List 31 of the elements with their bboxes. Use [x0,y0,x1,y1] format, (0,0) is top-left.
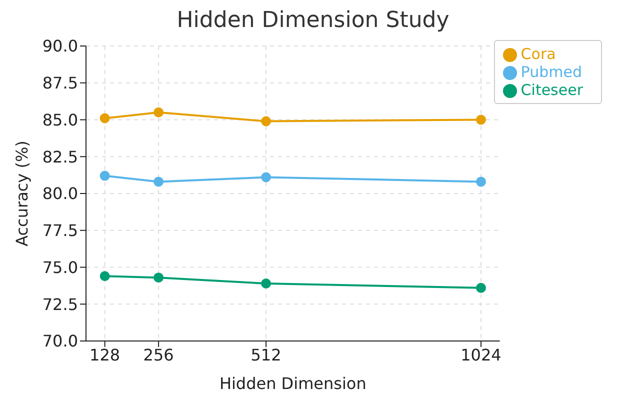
point [154,176,164,187]
y-tick-label: 77.5 [42,221,78,240]
point [261,278,272,288]
point [261,172,272,182]
y-axis-title: Accuracy (%) [12,140,32,246]
y-tick-label: 70.0 [42,332,78,351]
point [476,282,486,293]
point [154,107,164,118]
y-tick-label: 72.5 [42,294,78,314]
y-tick-label: 85.0 [42,110,78,130]
legend-label: Cora [520,45,556,63]
x-tick-label: 128 [90,345,120,364]
point [100,113,110,124]
y-tick-label: 90.0 [42,36,78,56]
y-tick-label: 82.5 [42,147,78,166]
y-tick-label: 80.0 [42,184,78,204]
point [261,116,272,126]
point [476,114,486,125]
x-tick-label: 256 [143,345,174,364]
legend-label: Citeseer [520,81,583,99]
x-tick-label: 1024 [460,345,502,364]
legend-label: Pubmed [520,63,582,81]
point [100,170,110,181]
point [154,272,164,283]
x-tick-label: 512 [250,345,282,364]
point [476,176,486,187]
y-tick-label: 87.5 [42,74,78,93]
chart-title: Hidden Dimension Study [176,8,450,35]
point [100,271,110,282]
y-tick-label: 75.0 [42,258,78,277]
x-axis-title: Hidden Dimension [219,374,366,393]
